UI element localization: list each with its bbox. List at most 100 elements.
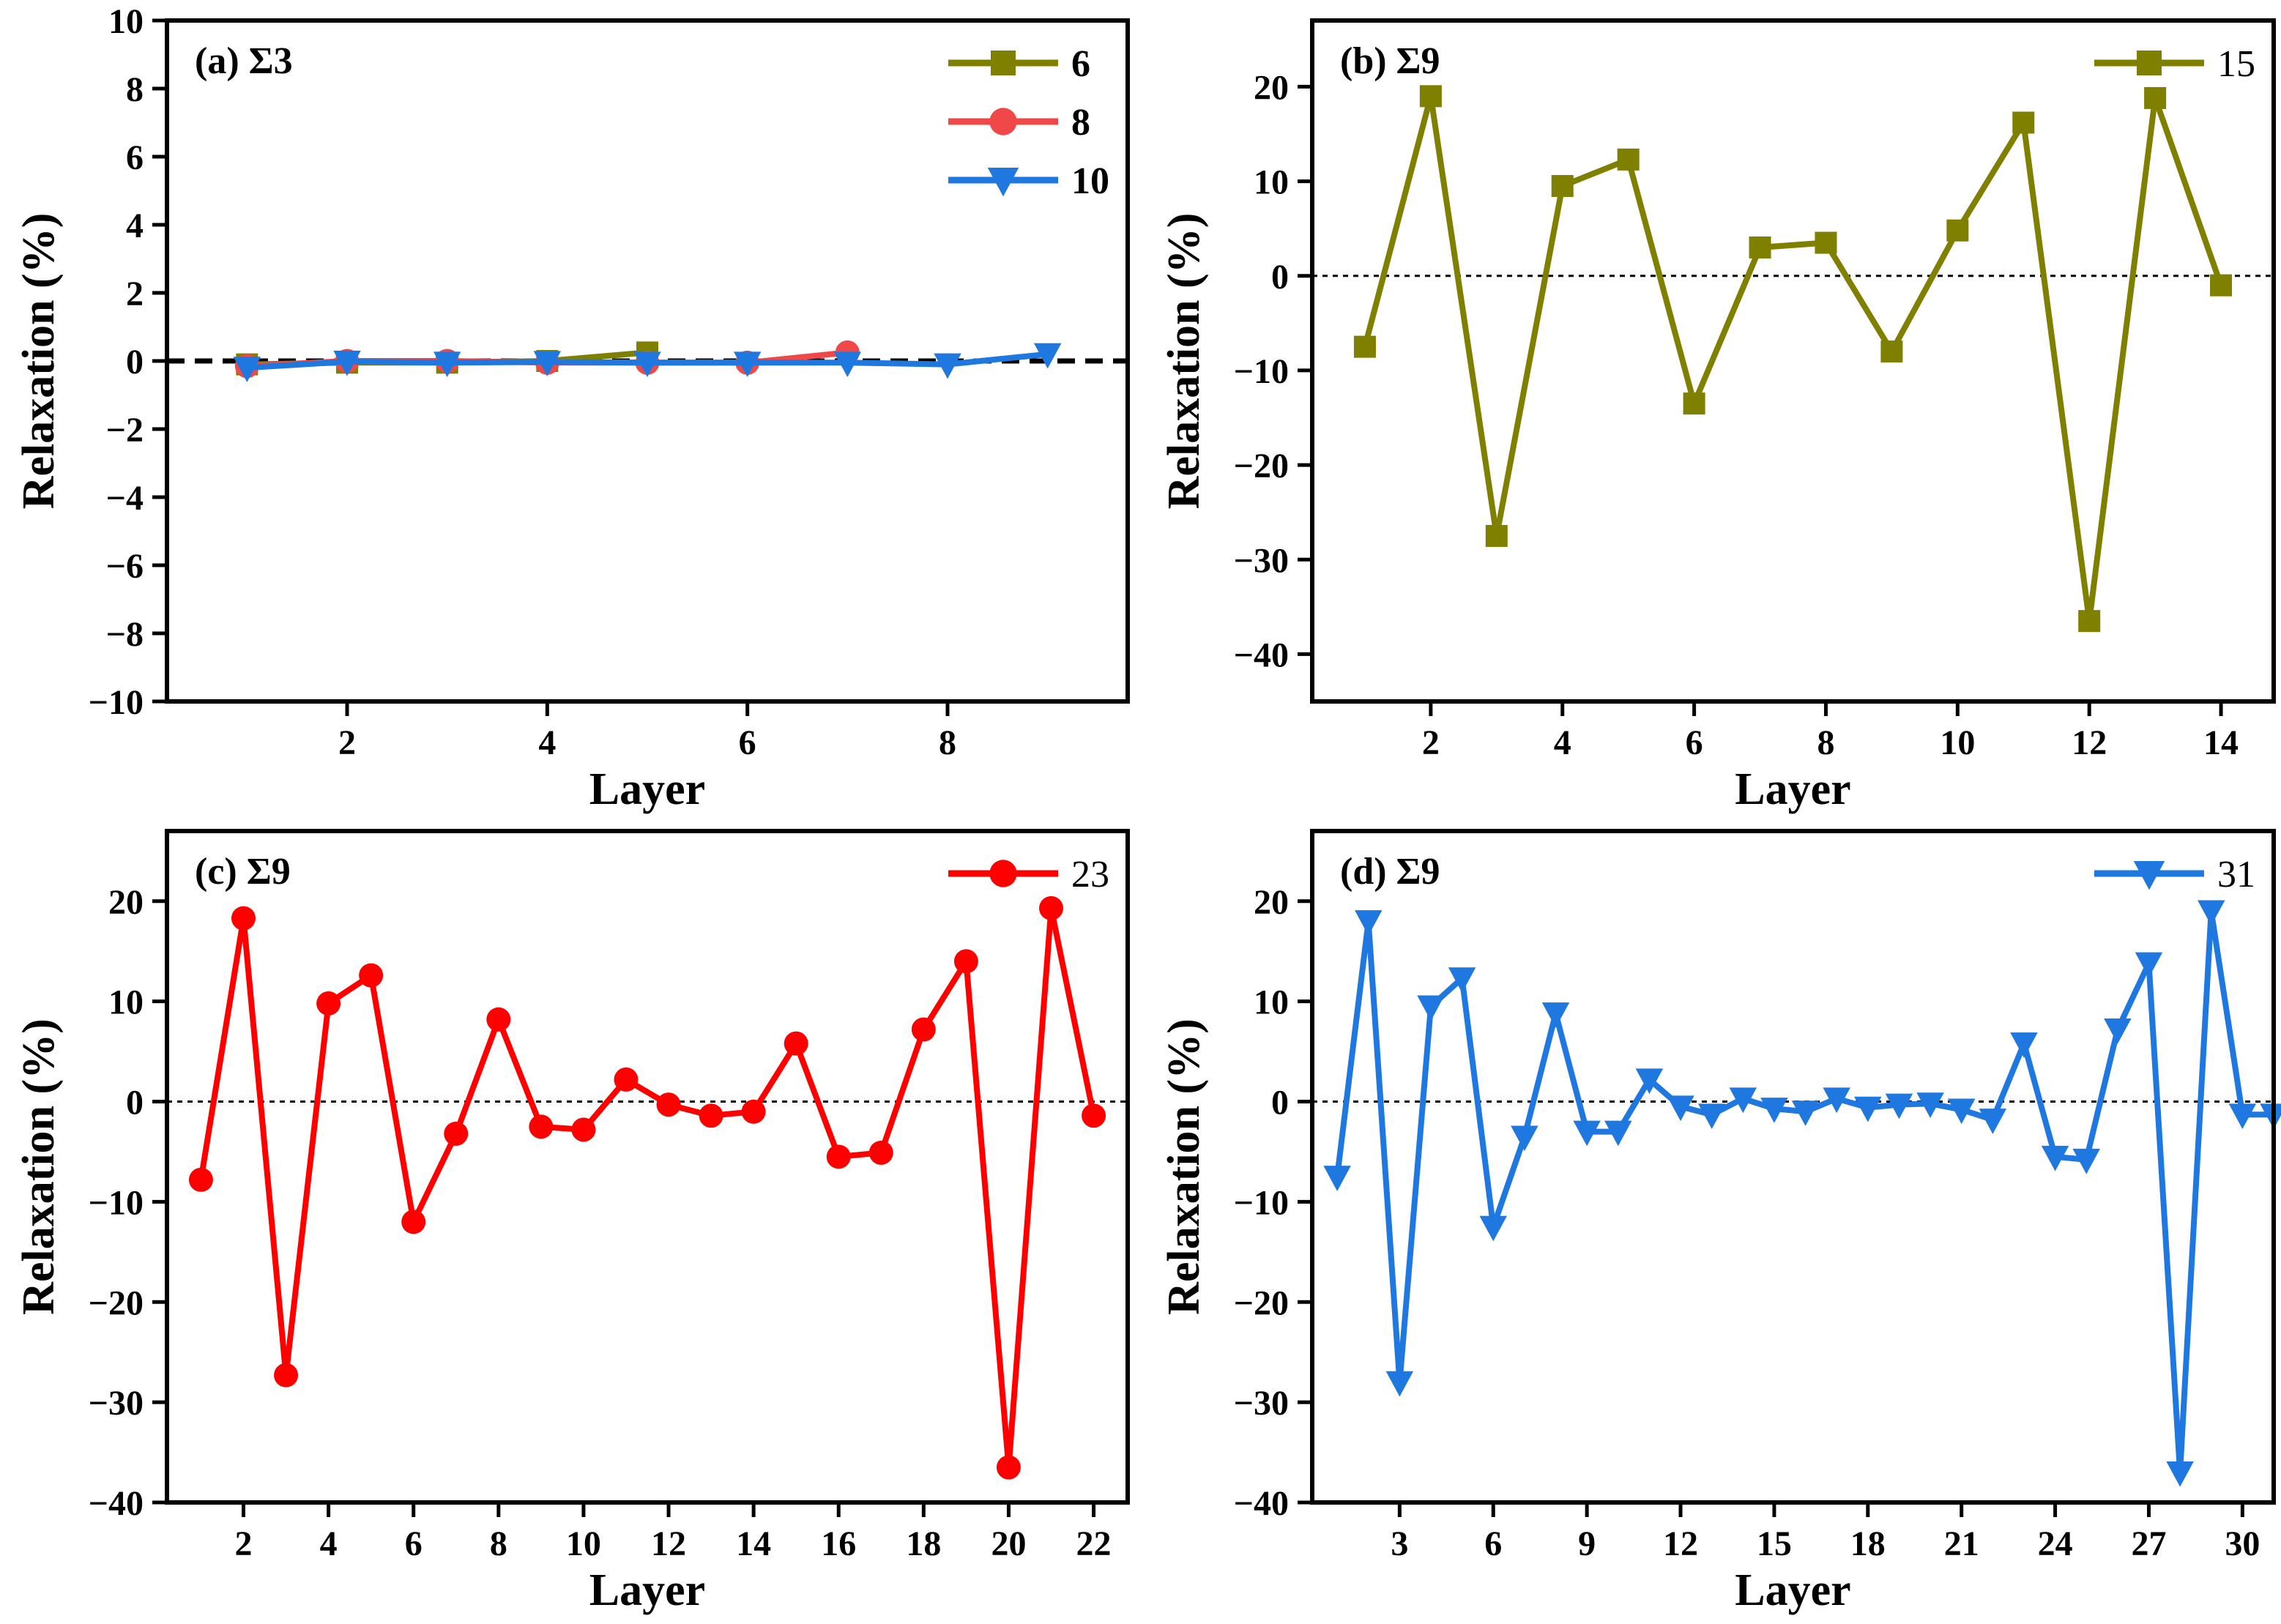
y-tick-label: 6 [126,138,144,177]
data-point-31-layer-27 [2135,952,2163,978]
data-point-31-layer-30 [2228,1103,2257,1130]
y-tick-label: 20 [1254,68,1289,107]
x-tick-label: 12 [1663,1524,1698,1563]
x-axis-title: Layer [589,1565,705,1615]
data-point-31-layer-14 [1729,1087,1757,1114]
x-tick-label: 6 [1686,723,1703,762]
y-tick-label: −10 [1234,352,1289,391]
chart-panel-d: −40 −30 −20 −10 0 10 20 3 6 9 12 15 18 21 24 27 30 Layer R… [1159,829,2281,1615]
data-point-10-layer-1 [233,357,261,382]
y-tick-label: −10 [89,683,144,722]
data-point-23-layer-2 [231,906,256,931]
x-tick-label: 20 [991,1524,1026,1563]
x-tick-label: 4 [320,1524,338,1563]
data-point-23-layer-4 [316,991,341,1016]
data-point-15-layer-11 [2012,111,2035,134]
data-point-31-layer-9 [1573,1120,1601,1147]
data-point-23-layer-21 [1039,895,1064,920]
data-point-15-layer-1 [1353,335,1376,358]
x-tick-label: 8 [939,723,956,762]
data-point-31-layer-3 [1385,1371,1414,1397]
data-point-15-layer-3 [1485,524,1508,547]
panel-label: (c) Σ9 [195,851,291,893]
data-point-23-layer-19 [953,949,978,974]
x-tick-label: 8 [490,1524,507,1563]
y-tick-label: −20 [89,1284,144,1322]
data-point-15-layer-10 [1946,219,1969,242]
data-point-23-layer-17 [868,1140,893,1165]
y-tick-label: 0 [126,343,144,381]
x-tick-label: 10 [566,1524,601,1563]
x-tick-label: 14 [736,1524,771,1563]
data-point-23-layer-1 [188,1167,213,1192]
series-line-23 [198,905,1097,1471]
y-tick-label: 0 [126,1084,144,1122]
y-tick-label: 2 [126,275,144,313]
data-point-23-layer-11 [614,1067,639,1092]
legend-label-6: 6 [1071,43,1090,85]
y-axis-title: Relaxation (%) [1159,213,1209,510]
data-point-31-layer-24 [2041,1145,2069,1172]
data-point-23-layer-5 [359,963,384,988]
y-tick-label: 8 [126,70,144,109]
data-point-10-layer-3 [433,351,461,378]
legend-label-31: 31 [2217,854,2255,895]
data-point-10-layer-2 [333,350,361,376]
x-tick-label: 2 [338,723,356,762]
x-tick-label: 2 [234,1524,252,1563]
y-tick-label: −8 [106,615,144,654]
x-tick-label: 6 [1484,1524,1502,1563]
data-point-31-layer-4 [1417,995,1445,1021]
data-point-31-layer-28 [2166,1461,2194,1487]
data-point-31-layer-23 [2010,1032,2038,1058]
x-tick-label: 12 [2072,723,2107,762]
x-axis-title: Layer [1735,764,1850,814]
y-tick-label: −10 [1234,1183,1289,1222]
y-tick-label: −40 [1234,1484,1289,1523]
x-tick-label: 4 [538,723,556,762]
y-tick-label: −30 [1234,541,1289,580]
panel-label: (d) Σ9 [1340,851,1440,893]
data-point-10-layer-7 [833,351,862,378]
series-line-15 [1361,93,2225,625]
x-tick-label: 9 [1578,1524,1596,1563]
data-point-23-layer-14 [741,1099,766,1124]
x-tick-label: 22 [1076,1524,1112,1563]
x-tick-label: 15 [1757,1524,1792,1563]
data-point-15-layer-12 [2078,610,2101,633]
x-tick-label: 24 [2038,1524,2073,1563]
data-point-15-layer-7 [1749,236,1771,258]
y-tick-label: 10 [108,983,144,1022]
legend-label-8: 8 [1071,102,1090,144]
x-tick-label: 8 [1817,723,1834,762]
legend-label-23: 23 [1071,854,1109,895]
panel-label: (a) Σ3 [195,40,293,82]
data-point-23-layer-15 [784,1031,808,1056]
legend-marker-31 [2133,861,2165,890]
data-point-31-layer-20 [1916,1092,1944,1118]
data-point-31-layer-29 [2197,900,2225,926]
data-point-23-layer-16 [826,1144,851,1169]
plot-frame [165,829,1130,1505]
y-tick-label: −20 [1234,1284,1289,1322]
y-tick-label: −30 [1234,1384,1289,1423]
data-point-23-layer-9 [529,1114,554,1139]
legend-marker-6 [991,51,1016,75]
y-tick-label: −20 [1234,447,1289,485]
data-point-15-layer-8 [1815,231,1837,254]
plot-frame [1310,829,2276,1505]
data-point-23-layer-13 [699,1103,723,1128]
x-tick-label: 2 [1422,723,1440,762]
x-tick-label: 4 [1554,723,1571,762]
x-tick-label: 6 [405,1524,423,1563]
data-point-23-layer-18 [911,1017,936,1042]
chart-panel-a: −10 −8 −6 −4 −2 0 2 4 6 8 10 2 4 6 8 Layer Relaxation (%… [14,2,1130,814]
data-point-23-layer-12 [656,1092,681,1117]
data-point-31-layer-15 [1760,1098,1788,1123]
data-point-31-layer-17 [1823,1087,1850,1114]
data-point-10-layer-9 [1033,343,1062,369]
data-point-31-layer-10 [1604,1120,1632,1147]
data-point-31-layer-13 [1697,1103,1726,1130]
data-point-23-layer-8 [486,1007,511,1032]
